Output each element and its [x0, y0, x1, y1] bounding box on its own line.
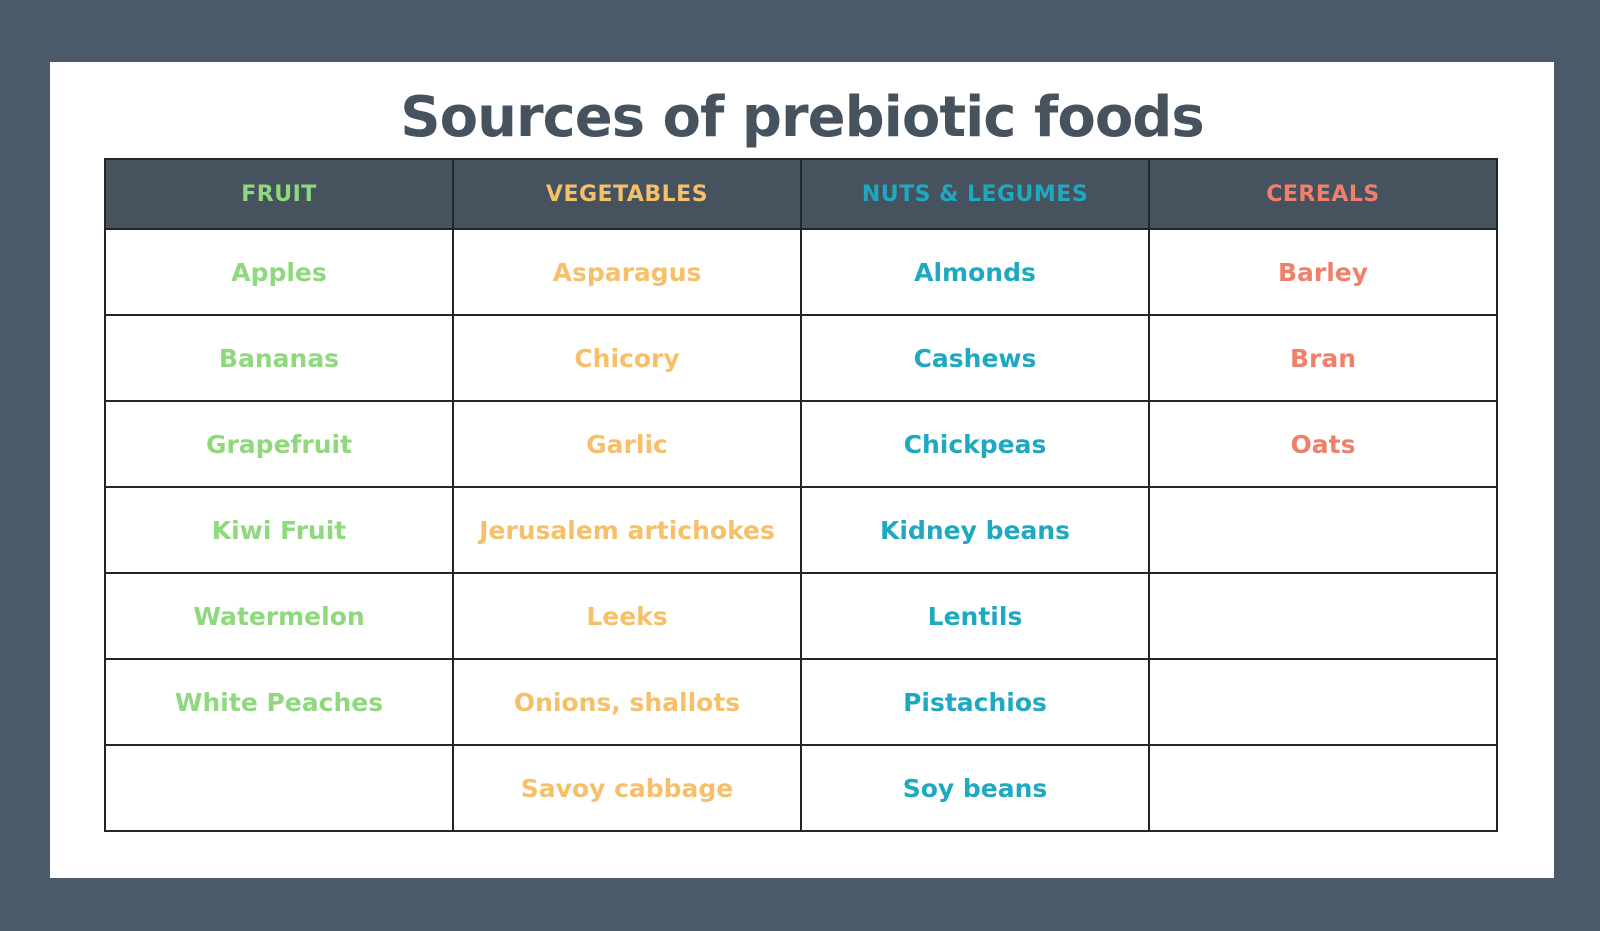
table-cell: Asparagus: [452, 228, 802, 316]
table-header-row: FRUIT VEGETABLES NUTS & LEGUMES CEREALS: [104, 158, 1498, 230]
table-cell: Lentils: [800, 572, 1150, 660]
table-cell: Savoy cabbage: [452, 744, 802, 832]
table-cell: Barley: [1148, 228, 1498, 316]
table-row: Watermelon Leeks Lentils: [104, 572, 1498, 660]
table-cell: Kiwi Fruit: [104, 486, 454, 574]
table-cell: Grapefruit: [104, 400, 454, 488]
table-row: Apples Asparagus Almonds Barley: [104, 228, 1498, 316]
table-cell: [1148, 658, 1498, 746]
table-cell: [1148, 744, 1498, 832]
table-cell: [1148, 486, 1498, 574]
column-header-nuts-legumes: NUTS & LEGUMES: [800, 158, 1150, 230]
column-header-cereals: CEREALS: [1148, 158, 1498, 230]
table-cell: Chicory: [452, 314, 802, 402]
table-row: Grapefruit Garlic Chickpeas Oats: [104, 400, 1498, 488]
content-card: Sources of prebiotic foods FRUIT VEGETAB…: [50, 62, 1554, 878]
table-row: Kiwi Fruit Jerusalem artichokes Kidney b…: [104, 486, 1498, 574]
table-row: Savoy cabbage Soy beans: [104, 744, 1498, 832]
table-cell: White Peaches: [104, 658, 454, 746]
table-cell: Soy beans: [800, 744, 1150, 832]
table-cell: Apples: [104, 228, 454, 316]
column-header-vegetables: VEGETABLES: [452, 158, 802, 230]
table-cell: [1148, 572, 1498, 660]
table-cell: Chickpeas: [800, 400, 1150, 488]
table-cell: Pistachios: [800, 658, 1150, 746]
page-title: Sources of prebiotic foods: [400, 85, 1204, 150]
table-cell: Oats: [1148, 400, 1498, 488]
table-cell: Onions, shallots: [452, 658, 802, 746]
table-cell: Leeks: [452, 572, 802, 660]
table-cell: Bananas: [104, 314, 454, 402]
table-cell: Almonds: [800, 228, 1150, 316]
table-cell: Watermelon: [104, 572, 454, 660]
table-cell: Bran: [1148, 314, 1498, 402]
table-cell: Kidney beans: [800, 486, 1150, 574]
prebiotic-foods-table: FRUIT VEGETABLES NUTS & LEGUMES CEREALS …: [104, 158, 1498, 832]
table-row: White Peaches Onions, shallots Pistachio…: [104, 658, 1498, 746]
table-row: Bananas Chicory Cashews Bran: [104, 314, 1498, 402]
table-cell: Cashews: [800, 314, 1150, 402]
table-cell: [104, 744, 454, 832]
table-cell: Jerusalem artichokes: [452, 486, 802, 574]
column-header-fruit: FRUIT: [104, 158, 454, 230]
table-cell: Garlic: [452, 400, 802, 488]
